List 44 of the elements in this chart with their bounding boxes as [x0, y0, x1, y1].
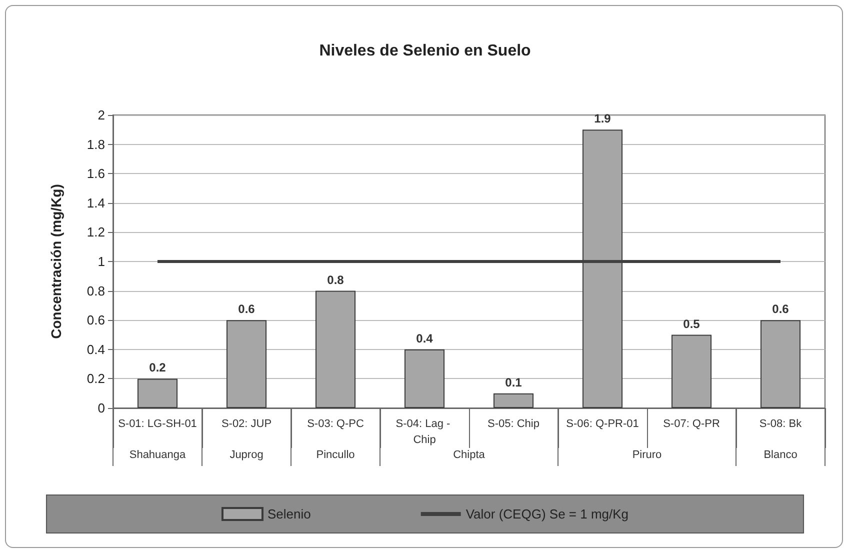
bar [493, 393, 534, 408]
x-tick-label: S-03: Q-PC [307, 418, 364, 430]
text: Chipta [453, 449, 486, 461]
text: Blanco [764, 449, 798, 461]
y-axis-title: Concentración (mg/Kg) [48, 184, 64, 339]
data-label: 0.6 [772, 302, 790, 316]
y-tick-label: 0.8 [86, 283, 105, 298]
x-tick-label: S-06: Q-PR-01 [566, 418, 639, 430]
legend-label: Selenio [267, 506, 311, 522]
y-tick-label: 0.6 [86, 312, 105, 328]
x-tick-label: S-01: LG-SH-01 [118, 418, 197, 430]
text: Piruro [632, 449, 662, 461]
legend-label: Valor (CEQG) Se = 1 mg/Kg [466, 506, 629, 522]
data-label: 0.1 [505, 375, 522, 390]
text: Pincullo [316, 449, 355, 461]
text: Shahuanga [129, 449, 187, 461]
data-label: 0.5 [683, 316, 700, 331]
y-tick-label: 1.4 [86, 195, 105, 210]
y-tick-label: 1 [98, 254, 105, 269]
bar [226, 320, 267, 408]
y-tick-label: 1.6 [86, 166, 105, 182]
x-tick-label: S-07: Q-PR [663, 418, 720, 430]
y-tick-label: 0.4 [86, 342, 105, 357]
data-label: 0.4 [416, 331, 434, 346]
bar [671, 334, 712, 408]
bar [315, 290, 356, 408]
x-tick-label: S-04: Lag - Chip [396, 418, 454, 446]
text: Juprog [230, 449, 264, 461]
data-label: 0.6 [238, 302, 256, 316]
data-label: 0.2 [149, 360, 166, 375]
y-tick-label: 0 [98, 400, 105, 416]
y-tick-label: 2 [98, 108, 105, 122]
x-tick-label: S-05: Chip [488, 418, 540, 430]
data-label: 1.9 [594, 112, 612, 126]
bar [404, 349, 445, 408]
x-tick-label: S-08: Bk [759, 418, 802, 430]
chart-title: Niveles de Selenio en Suelo [319, 42, 532, 60]
data-label: 0.8 [327, 272, 344, 287]
y-tick-label: 0.2 [86, 371, 105, 386]
x-tick-label: S-02: JUP [221, 418, 272, 430]
y-tick-label: 1.2 [86, 224, 105, 240]
bar [137, 378, 178, 408]
y-tick-label: 1.8 [86, 136, 105, 152]
bar [760, 320, 801, 408]
